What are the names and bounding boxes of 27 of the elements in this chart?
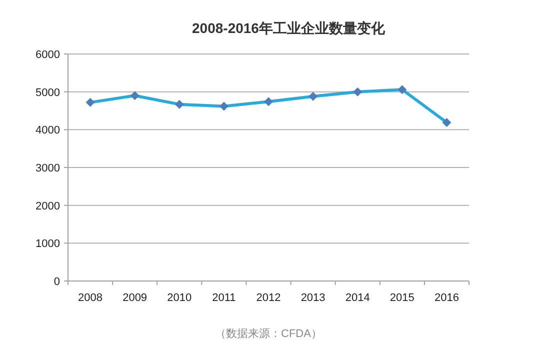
x-tick-label: 2015 (390, 292, 414, 304)
point (308, 92, 318, 101)
point (86, 98, 95, 107)
point (174, 100, 184, 109)
x-tick-label: 2010 (167, 292, 192, 304)
x-tick-label: 2009 (122, 292, 148, 304)
chart-title: 2008-2016年工业企业数量变化 (192, 20, 386, 36)
x-tick-label: 2013 (300, 292, 326, 304)
y-tick-label: 5000 (36, 86, 60, 99)
y-tick-label: 6000 (36, 49, 60, 61)
y-tick-label: 1000 (36, 238, 60, 250)
y-tick-label: 0 (54, 276, 60, 288)
point (398, 85, 407, 94)
point (219, 102, 228, 111)
x-tick-label: 2016 (434, 292, 459, 304)
y-tick-label: 4000 (36, 124, 60, 137)
y-tick-label: 2000 (36, 200, 60, 212)
point (130, 91, 140, 100)
point (264, 97, 273, 106)
x-tick-label: 2014 (345, 292, 370, 304)
text: （数据来源：CFDA） (215, 327, 322, 340)
point (442, 118, 452, 127)
x-tick-label: 2008 (78, 292, 103, 304)
y-tick-label: 3000 (36, 162, 60, 174)
x-tick-label: 2011 (212, 292, 236, 304)
point (353, 87, 362, 96)
x-tick-label: 2012 (256, 292, 281, 304)
